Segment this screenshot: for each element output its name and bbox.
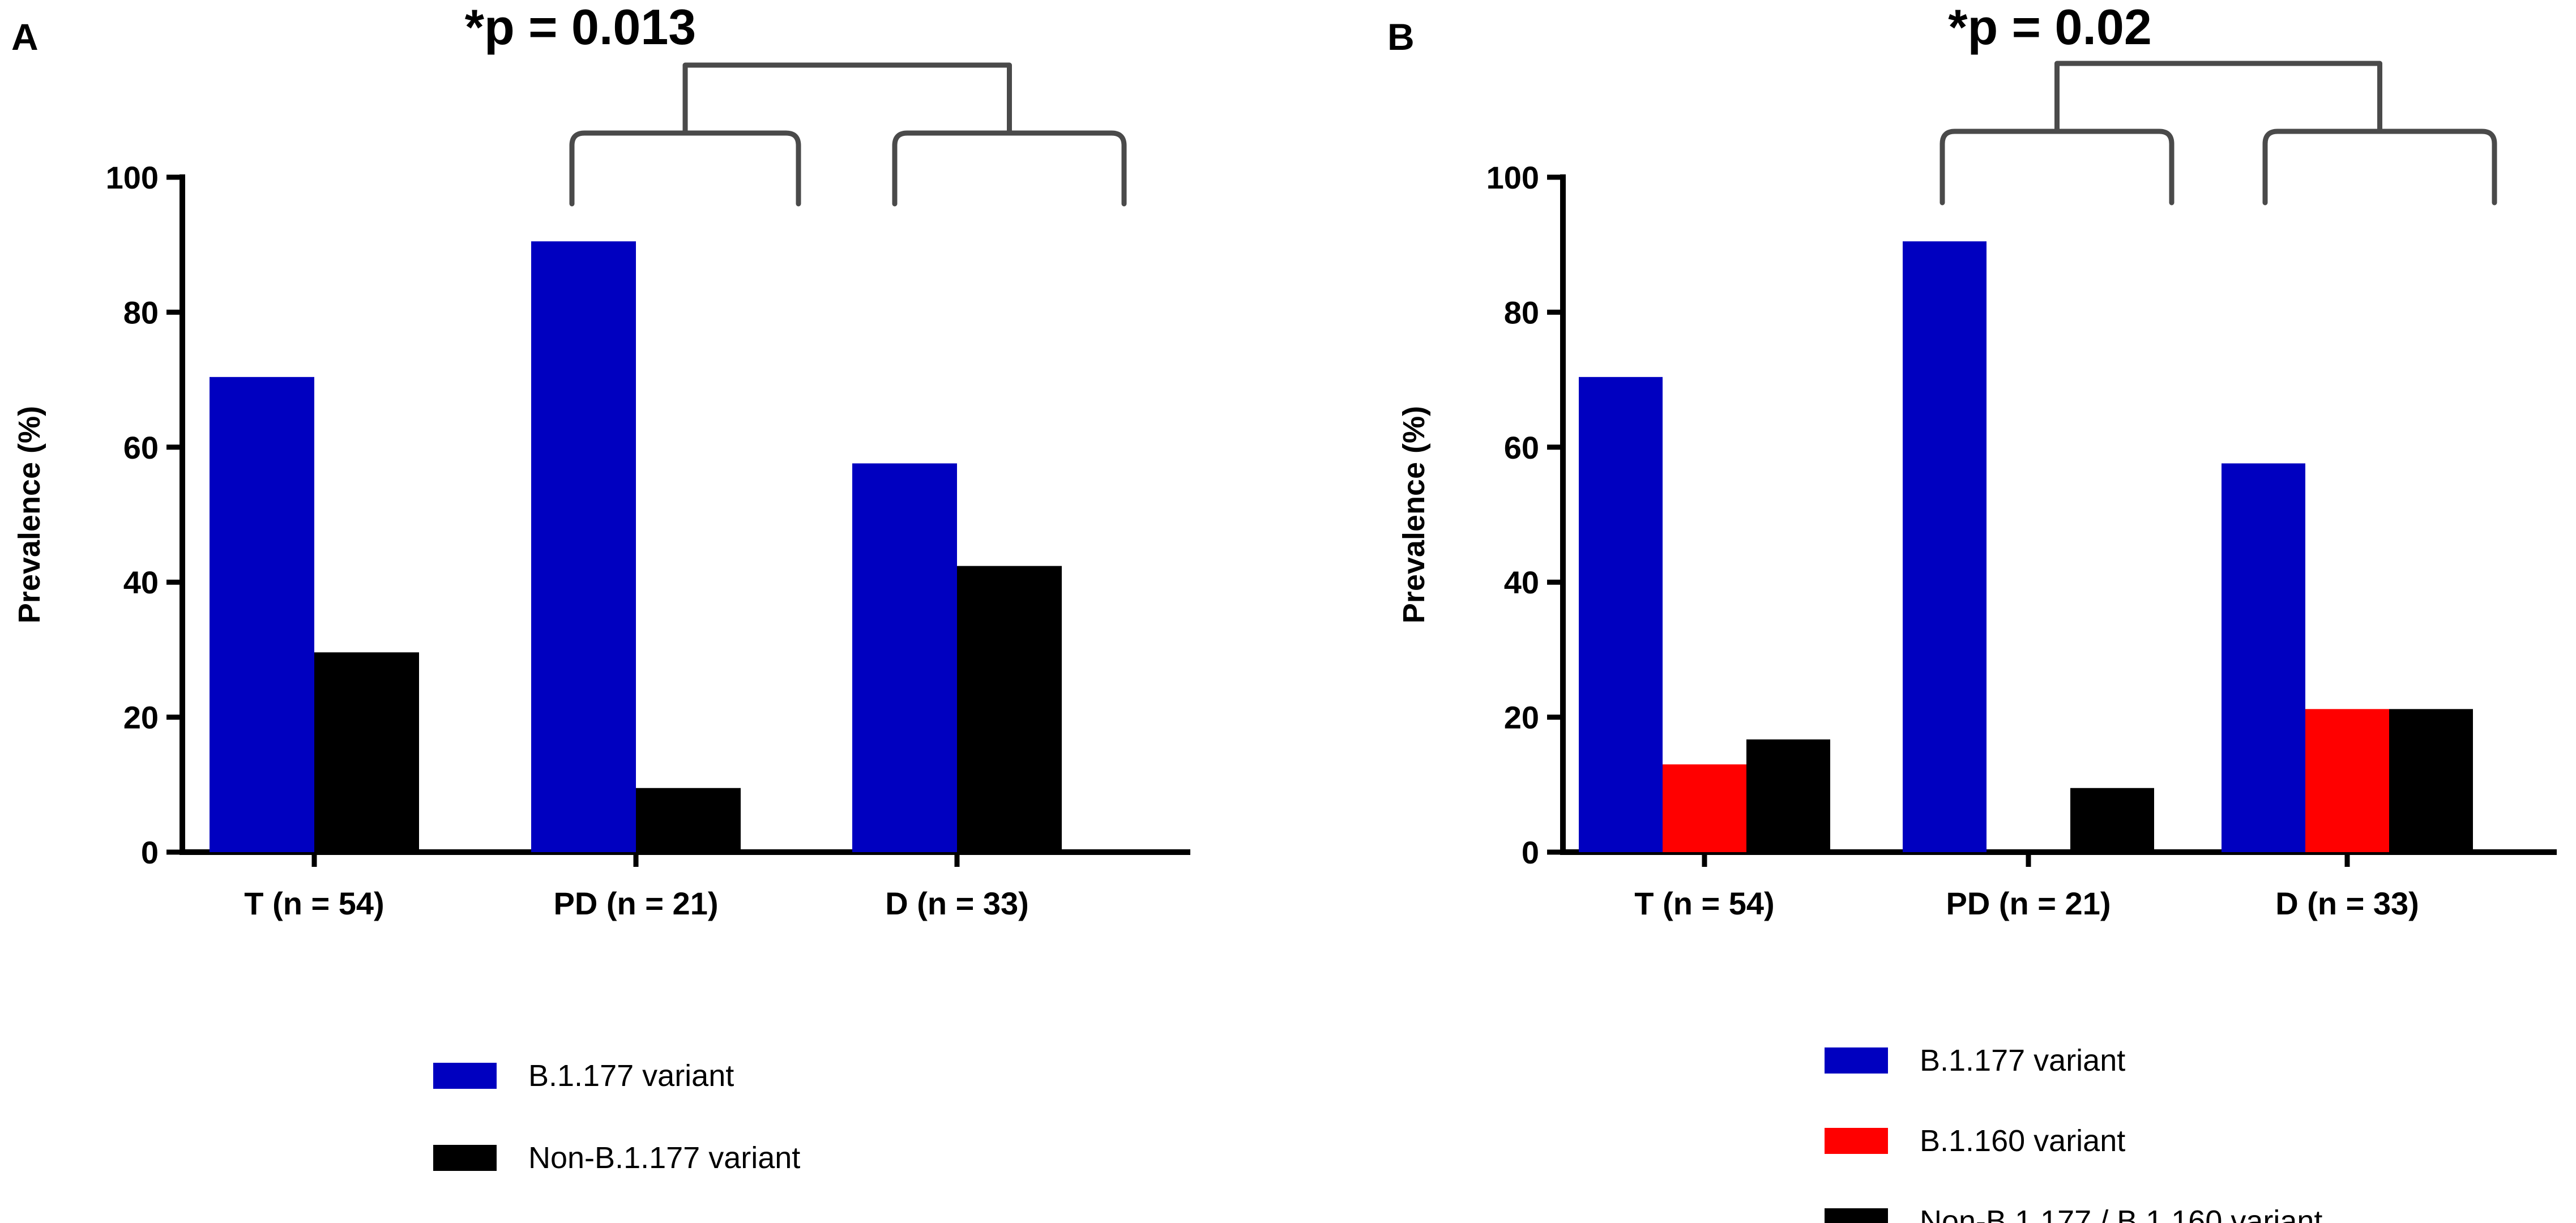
panel-a-letter: A [11, 16, 39, 58]
bar [1903, 241, 1987, 852]
x-tick-label: T (n = 54) [244, 886, 384, 921]
panel-b-axes: 0 20 40 60 80 100 T (n = 54) PD (n = 21) D (n =… [1486, 160, 2557, 921]
bar [2389, 709, 2473, 852]
bar [2070, 788, 2154, 852]
y-tick-label: 40 [1504, 565, 1539, 600]
bar [1746, 739, 1830, 852]
legend-label: B.1.177 variant [528, 1059, 734, 1093]
panel-b-legend: B.1.177 variant B.1.160 variant Non-B.1.17… [1825, 1044, 2322, 1223]
x-tick-label: D (n = 33) [885, 886, 1029, 921]
bar [852, 463, 957, 852]
y-tick-label: 80 [123, 294, 159, 330]
y-tick-label: 60 [123, 430, 159, 465]
legend-swatch [1825, 1208, 1888, 1223]
panel-b: B *p = 0.02 0 20 40 60 80 100 T (n = 54) PD (n… [1387, 0, 2557, 1223]
bar [2222, 463, 2305, 852]
y-tick-label: 60 [1504, 430, 1539, 465]
bar [636, 788, 741, 852]
panel-b-significance-bracket [1940, 61, 2497, 206]
legend-swatch [433, 1145, 497, 1171]
x-tick-label: PD (n = 21) [554, 886, 719, 921]
legend-label: B.1.177 variant [1920, 1044, 2125, 1077]
y-tick-label: 100 [106, 160, 159, 195]
x-tick-label: T (n = 54) [1634, 886, 1774, 921]
bar [531, 241, 636, 852]
y-tick-label: 80 [1504, 294, 1539, 330]
panel-a-p-value: *p = 0.013 [465, 0, 697, 55]
y-tick-label: 20 [123, 700, 159, 735]
bar [957, 566, 1062, 852]
bar [1663, 764, 1746, 852]
panel-a-significance-bracket [569, 62, 1127, 207]
bar [314, 652, 419, 852]
y-tick-label: 40 [123, 565, 159, 600]
x-tick-label: D (n = 33) [2275, 886, 2419, 921]
legend-label: Non-B.1.177 / B.1.160 variant [1920, 1204, 2322, 1223]
x-tick-label: PD (n = 21) [1946, 886, 2111, 921]
bar [1579, 377, 1663, 852]
panel-a-legend: B.1.177 variant Non-B.1.177 variant [433, 1059, 800, 1175]
y-tick-label: 0 [141, 835, 159, 870]
bar [2305, 709, 2389, 852]
panel-b-y-axis-title: Prevalence (%) [1397, 406, 1431, 623]
bar [210, 377, 314, 852]
panel-a-axes: 0 20 40 60 80 100 T (n = 54) PD (n = 21) D (n =… [106, 160, 1190, 921]
legend-swatch [433, 1063, 497, 1089]
panel-a-y-axis-title: Prevalence (%) [12, 406, 46, 623]
y-tick-label: 0 [1522, 835, 1539, 870]
legend-swatch [1825, 1047, 1888, 1074]
legend-label: B.1.160 variant [1920, 1124, 2125, 1158]
y-tick-label: 20 [1504, 700, 1539, 735]
y-tick-label: 100 [1486, 160, 1539, 195]
panel-b-p-value: *p = 0.02 [1948, 0, 2152, 55]
legend-label: Non-B.1.177 variant [528, 1141, 800, 1175]
panel-a: A *p = 0.013 0 20 40 60 80 100 T (n = 54) PD (… [11, 0, 1190, 1175]
panel-b-letter: B [1387, 16, 1415, 58]
legend-swatch [1825, 1128, 1888, 1154]
